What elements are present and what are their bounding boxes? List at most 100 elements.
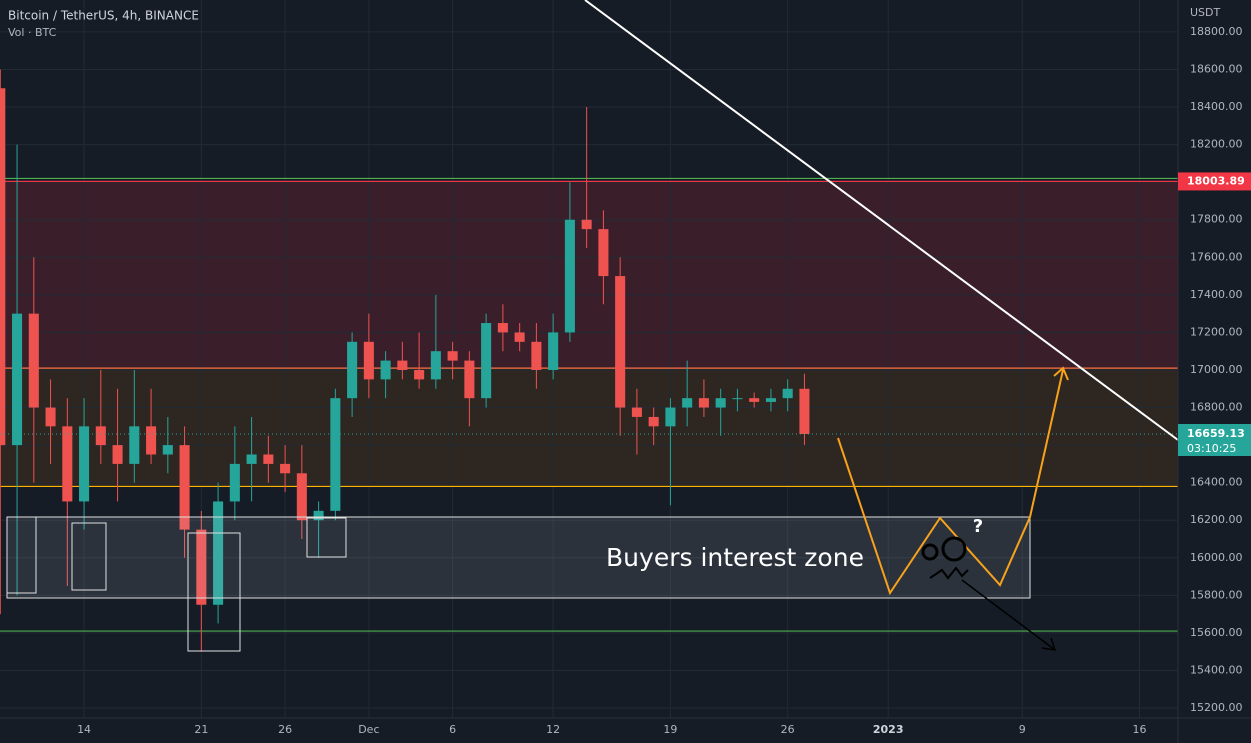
candle-body <box>62 426 73 502</box>
candle-body <box>682 398 693 408</box>
candle-body <box>246 454 257 464</box>
candle-body <box>196 529 207 605</box>
y-tick-label: 15800.00 <box>1190 588 1243 601</box>
candles <box>0 69 1178 652</box>
y-tick-label: 15200.00 <box>1190 701 1243 714</box>
candle-body <box>564 219 575 333</box>
eye <box>921 543 939 561</box>
chart-subtitle: Vol · BTC <box>8 26 57 39</box>
time-axis <box>0 718 1251 743</box>
swing-box <box>71 522 107 591</box>
trend-line <box>584 0 1179 441</box>
candle-body <box>95 426 106 446</box>
x-tick-label: 2023 <box>873 723 904 736</box>
x-tick-label: 9 <box>1019 723 1026 736</box>
candle-body <box>213 501 224 605</box>
y-tick-label: 18600.00 <box>1190 62 1243 75</box>
price-marker <box>1178 172 1251 191</box>
candle-body <box>631 407 642 417</box>
candle-body <box>447 351 458 361</box>
candle-body <box>12 313 23 446</box>
candle-body <box>464 360 475 399</box>
axis-unit: USDT <box>1190 6 1221 19</box>
candle-body <box>330 398 341 511</box>
candle-body <box>397 360 408 370</box>
projection-path <box>837 369 1064 596</box>
candle-body <box>732 398 743 400</box>
price-axis <box>1178 0 1251 743</box>
y-tick-label: 16200.00 <box>1190 513 1243 526</box>
candle-body <box>531 341 542 370</box>
candle-body <box>548 332 559 370</box>
candle-body <box>179 445 190 530</box>
eye <box>941 536 967 562</box>
x-tick-label: 6 <box>449 723 456 736</box>
candle-body <box>296 473 307 521</box>
x-tick-label: 19 <box>663 723 677 736</box>
buyers-zone <box>6 516 1031 599</box>
candle-body <box>363 341 374 380</box>
projection-arrow <box>1053 366 1069 381</box>
candle-body <box>799 388 810 435</box>
candle-body <box>598 229 609 277</box>
y-tick-label: 18800.00 <box>1190 25 1243 38</box>
price-zone <box>0 180 1178 369</box>
candle-body <box>749 398 760 402</box>
y-tick-label: 17400.00 <box>1190 288 1243 301</box>
candle-body <box>665 407 676 427</box>
candle-body <box>112 445 123 464</box>
candle-body <box>79 426 90 502</box>
x-tick-label: 26 <box>781 723 795 736</box>
candle-body <box>162 445 173 455</box>
x-tick-label: 26 <box>278 723 292 736</box>
candle-body <box>0 88 6 446</box>
candle-body <box>581 219 592 230</box>
candle-body <box>765 398 776 402</box>
y-tick-label: 18400.00 <box>1190 100 1243 113</box>
candle-body <box>497 323 508 333</box>
bear-path <box>961 579 1056 651</box>
question-mark: ? <box>973 516 983 537</box>
candle-body <box>615 276 626 408</box>
zone-label: Buyers interest zone <box>606 543 864 572</box>
y-tick-label: 16800.00 <box>1190 401 1243 414</box>
y-tick-label: 17800.00 <box>1190 213 1243 226</box>
y-tick-label: 17200.00 <box>1190 325 1243 338</box>
candle-body <box>648 416 659 427</box>
x-tick-label: 21 <box>194 723 208 736</box>
candle-body <box>414 369 425 380</box>
candle-body <box>263 454 274 464</box>
countdown-label: 03:10:25 <box>1187 442 1236 455</box>
swing-box <box>306 517 347 558</box>
candle-body <box>782 388 793 399</box>
y-tick-label: 16000.00 <box>1190 551 1243 564</box>
candle-body <box>229 463 240 502</box>
x-tick-label: 14 <box>77 723 91 736</box>
price-marker-label: 18003.89 <box>1187 174 1245 187</box>
under-layer <box>0 0 1178 718</box>
last-price-marker <box>1178 424 1251 457</box>
axes: 15200.00 15400.00 15600.00 15800.00 16000.00… <box>77 25 1251 736</box>
candle-body <box>313 510 324 521</box>
candle-body <box>380 360 391 380</box>
x-tick-label: 12 <box>546 723 560 736</box>
x-tick-label: Dec <box>358 723 379 736</box>
candle-body <box>28 313 39 408</box>
bear-arrow <box>1041 637 1057 651</box>
candle-body <box>430 351 441 380</box>
candle-body <box>146 426 157 455</box>
candle-body <box>715 398 726 408</box>
candle-body <box>481 323 492 399</box>
last-price-label: 16659.13 <box>1187 427 1245 440</box>
chart-title: Bitcoin / TetherUS, 4h, BINANCE <box>8 9 199 23</box>
y-tick-label: 15600.00 <box>1190 626 1243 639</box>
price-zone <box>0 368 1178 487</box>
candle-body <box>45 407 56 427</box>
candle-body <box>280 463 291 474</box>
candle-body <box>347 341 358 399</box>
swing-box <box>187 532 241 652</box>
candle-body <box>514 332 525 342</box>
candle-body <box>129 426 140 464</box>
y-tick-label: 15400.00 <box>1190 663 1243 676</box>
